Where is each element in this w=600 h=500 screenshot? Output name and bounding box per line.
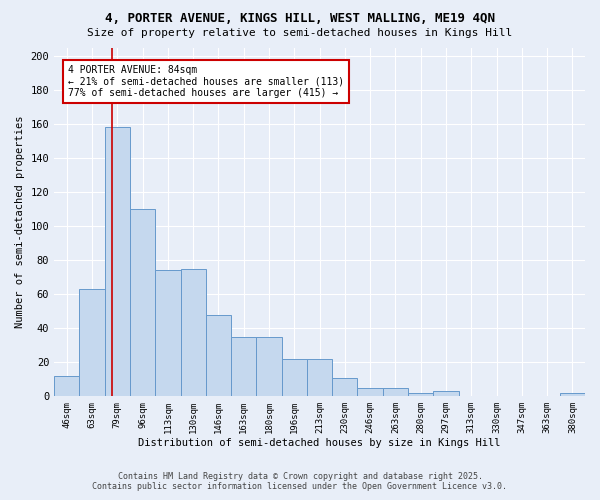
Bar: [130, 209, 155, 396]
X-axis label: Distribution of semi-detached houses by size in Kings Hill: Distribution of semi-detached houses by …: [139, 438, 501, 448]
Text: Contains HM Land Registry data © Crown copyright and database right 2025.
Contai: Contains HM Land Registry data © Crown c…: [92, 472, 508, 491]
Bar: [383, 388, 408, 396]
Y-axis label: Number of semi-detached properties: Number of semi-detached properties: [15, 116, 25, 328]
Bar: [54, 376, 79, 396]
Text: 4 PORTER AVENUE: 84sqm
← 21% of semi-detached houses are smaller (113)
77% of se: 4 PORTER AVENUE: 84sqm ← 21% of semi-det…: [68, 64, 344, 98]
Bar: [358, 388, 383, 396]
Bar: [155, 270, 181, 396]
Text: Size of property relative to semi-detached houses in Kings Hill: Size of property relative to semi-detach…: [88, 28, 512, 38]
Bar: [281, 359, 307, 396]
Bar: [206, 314, 231, 396]
Bar: [433, 391, 458, 396]
Bar: [105, 128, 130, 396]
Bar: [560, 393, 585, 396]
Bar: [332, 378, 358, 396]
Bar: [256, 336, 281, 396]
Bar: [408, 393, 433, 396]
Bar: [307, 359, 332, 396]
Bar: [79, 289, 105, 396]
Text: 4, PORTER AVENUE, KINGS HILL, WEST MALLING, ME19 4QN: 4, PORTER AVENUE, KINGS HILL, WEST MALLI…: [105, 12, 495, 26]
Bar: [181, 268, 206, 396]
Bar: [231, 336, 256, 396]
